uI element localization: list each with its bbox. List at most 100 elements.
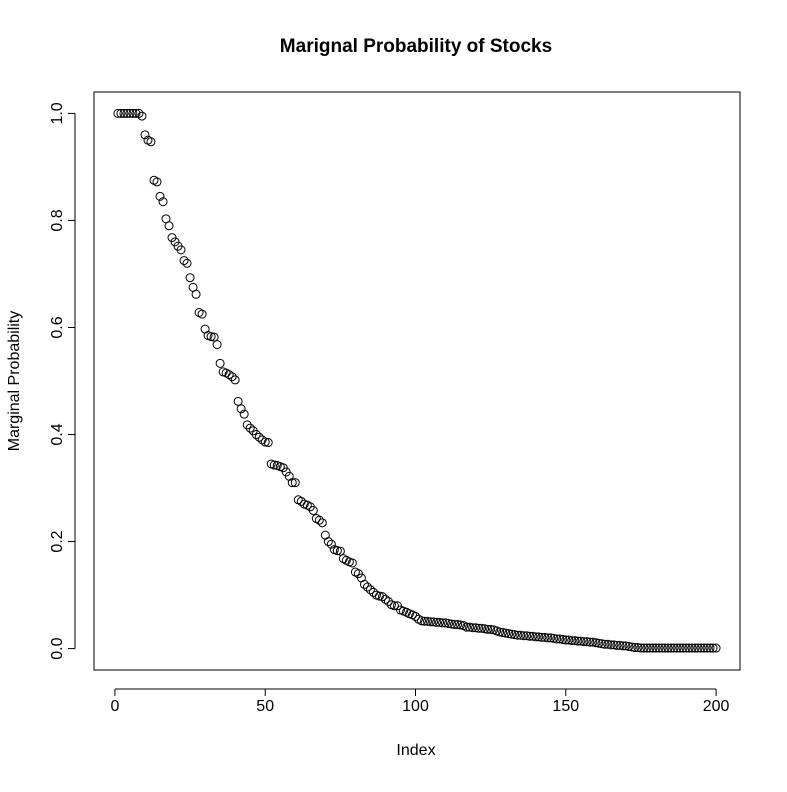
point (245, 423, 255, 433)
point (510, 630, 520, 640)
point (612, 640, 622, 650)
y-tick-label: 0.2 (49, 530, 66, 552)
point (651, 643, 661, 653)
point (432, 617, 442, 627)
point (621, 641, 631, 651)
point (429, 617, 439, 627)
point (326, 539, 336, 549)
point (465, 622, 475, 632)
point (534, 632, 544, 642)
point (567, 636, 577, 646)
point (681, 643, 691, 653)
point (663, 643, 673, 653)
point (389, 601, 399, 611)
point (561, 635, 571, 645)
point (116, 108, 126, 118)
point (579, 637, 589, 647)
point (672, 643, 682, 653)
point (122, 108, 132, 118)
plot-box (93, 91, 741, 671)
x-tick-label: 200 (703, 698, 730, 715)
point (308, 506, 318, 516)
point (558, 634, 568, 644)
point (185, 273, 195, 283)
point (260, 437, 270, 447)
point (359, 579, 369, 589)
point (450, 620, 460, 630)
point (576, 636, 586, 646)
point (666, 643, 676, 653)
y-tick-label: 0.4 (49, 423, 66, 445)
point (615, 640, 625, 650)
point (645, 643, 655, 653)
point (227, 372, 237, 382)
point (690, 643, 700, 653)
point (546, 633, 556, 643)
point (705, 643, 715, 653)
point (176, 245, 186, 255)
point (477, 623, 487, 633)
point (519, 631, 529, 641)
point (516, 630, 526, 640)
point (230, 375, 240, 385)
point (423, 616, 433, 626)
point (191, 289, 201, 299)
point (263, 438, 273, 448)
point (380, 594, 390, 604)
point (594, 638, 604, 648)
point (606, 640, 616, 650)
point (528, 631, 538, 641)
point (618, 641, 628, 651)
point (525, 631, 535, 641)
point (549, 633, 559, 643)
point (480, 624, 490, 634)
point (495, 627, 505, 637)
point (125, 108, 135, 118)
point (513, 630, 523, 640)
x-tick-label: 100 (402, 698, 429, 715)
point (323, 537, 333, 547)
point (155, 191, 165, 201)
point (657, 643, 667, 653)
point (152, 177, 162, 187)
point (362, 582, 372, 592)
point (420, 616, 430, 626)
point (269, 460, 279, 470)
point (290, 478, 300, 488)
point (197, 309, 207, 319)
point (693, 643, 703, 653)
point (507, 629, 517, 639)
point (410, 611, 420, 621)
point (648, 643, 658, 653)
point (444, 618, 454, 628)
point (600, 639, 610, 649)
point (179, 256, 189, 266)
y-tick-label: 0.0 (49, 637, 66, 659)
point (642, 643, 652, 653)
point (468, 623, 478, 633)
point (603, 639, 613, 649)
x-tick-label: 0 (110, 698, 119, 715)
point (498, 628, 508, 638)
point (119, 108, 129, 118)
point (654, 643, 664, 653)
point (609, 640, 619, 650)
y-tick-label: 1.0 (49, 102, 66, 124)
x-axis-label: Index (396, 742, 435, 759)
point (627, 642, 637, 652)
point (182, 258, 192, 268)
point (462, 622, 472, 632)
point (711, 643, 721, 653)
point (678, 643, 688, 653)
point (684, 643, 694, 653)
point (456, 620, 466, 630)
point (501, 628, 511, 638)
point (254, 432, 264, 442)
point (158, 197, 168, 207)
point (624, 641, 634, 651)
point (134, 108, 144, 118)
point (453, 620, 463, 630)
point (630, 643, 640, 653)
